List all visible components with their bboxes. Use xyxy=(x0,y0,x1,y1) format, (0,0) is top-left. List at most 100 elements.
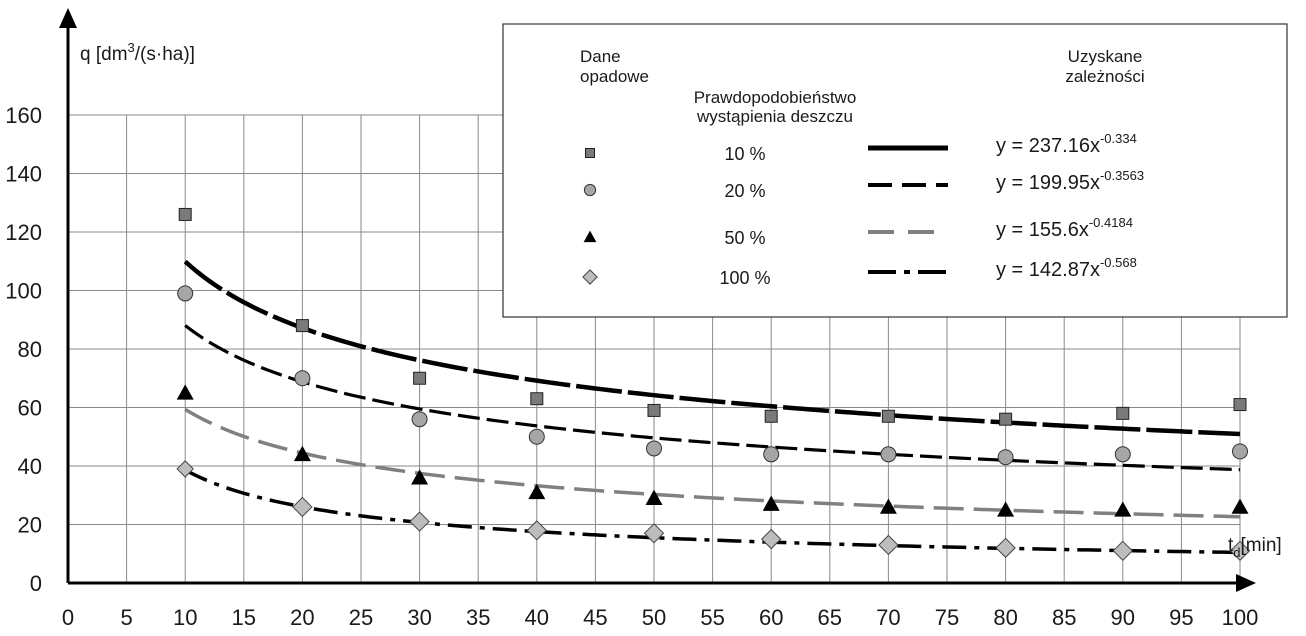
x-tick-label-65: 65 xyxy=(818,605,842,630)
legend-marker-50pct xyxy=(583,230,597,243)
legend-marker-100pct xyxy=(582,269,598,285)
data-point-20pct-100 xyxy=(1232,443,1248,460)
legend-heading-prob-2: wystąpienia deszczu xyxy=(696,107,853,126)
data-point-10pct-100 xyxy=(1233,398,1247,412)
x-tick-label-60: 60 xyxy=(759,605,783,630)
legend-equation-exp-50pct: -0.4184 xyxy=(1089,215,1133,230)
data-markers xyxy=(176,207,1251,562)
y-tick-label-20: 20 xyxy=(18,513,42,538)
fit-curve-50pct xyxy=(184,407,1241,519)
legend-label-10pct: 10 % xyxy=(724,144,765,164)
legend-equation-20pct: y = 199.95x-0.3563 xyxy=(996,168,1144,194)
legend-rows: 10 % y = 237.16x-0.334 20 % y = 199.95x-0.3… xyxy=(582,131,1144,288)
y-tick-label-0: 0 xyxy=(30,571,42,596)
data-point-100pct-80 xyxy=(995,537,1016,559)
legend-heading-fit-2: zależności xyxy=(1065,67,1144,86)
y-axis-label-sup: 3 xyxy=(128,40,135,55)
x-tick-label-40: 40 xyxy=(525,605,549,630)
x-tick-label-70: 70 xyxy=(876,605,900,630)
legend-heading-prob-1: Prawdopodobieństwo xyxy=(694,88,857,107)
legend-label-100pct: 100 % xyxy=(719,268,770,288)
x-tick-label-20: 20 xyxy=(290,605,314,630)
data-point-100pct-60 xyxy=(760,528,782,550)
x-tick-label-90: 90 xyxy=(1111,605,1135,630)
data-point-10pct-20 xyxy=(295,319,309,333)
data-point-50pct-40 xyxy=(528,483,546,500)
data-point-100pct-50 xyxy=(643,523,665,544)
x-axis-label-sub: d xyxy=(1233,545,1240,560)
y-tick-label-120: 120 xyxy=(5,220,42,245)
y-axis-label-main: q [dm xyxy=(80,44,128,65)
data-point-20pct-30 xyxy=(411,411,428,428)
legend-equation-exp-20pct: -0.3563 xyxy=(1100,168,1144,183)
data-point-10pct-10 xyxy=(178,207,192,221)
y-axis-label-rest: /(s·ha)] xyxy=(135,44,195,65)
legend-heading-data-2: opadowe xyxy=(580,67,649,86)
data-point-10pct-80 xyxy=(999,412,1013,426)
y-tick-label-160: 160 xyxy=(5,103,42,128)
x-tick-label-25: 25 xyxy=(349,605,373,630)
x-tick-label-100: 100 xyxy=(1222,605,1259,630)
x-tick-label-75: 75 xyxy=(935,605,959,630)
x-tick-label-80: 80 xyxy=(993,605,1017,630)
fit-curve-100pct xyxy=(184,468,1241,555)
data-point-50pct-70 xyxy=(879,498,897,514)
data-point-50pct-100 xyxy=(1231,498,1249,514)
legend-label-50pct: 50 % xyxy=(724,228,765,248)
x-tick-label-55: 55 xyxy=(700,605,724,630)
data-point-20pct-10 xyxy=(177,285,194,302)
data-point-50pct-20 xyxy=(293,445,311,462)
data-point-100pct-40 xyxy=(526,520,548,541)
legend-equation-base-20pct: y = 199.95x xyxy=(996,172,1100,194)
x-tick-label-85: 85 xyxy=(1052,605,1076,630)
legend-equation-exp-100pct: -0.568 xyxy=(1100,255,1137,270)
x-axis-label-main: t xyxy=(1228,535,1234,556)
x-tick-label-50: 50 xyxy=(642,605,666,630)
legend-box xyxy=(502,23,1288,318)
legend-heading-data-1: Dane xyxy=(580,47,621,66)
x-axis-label-rest: [min] xyxy=(1241,535,1282,556)
x-tick-label-5: 5 xyxy=(120,605,132,630)
x-tick-label-15: 15 xyxy=(232,605,256,630)
legend-equation-base-100pct: y = 142.87x xyxy=(996,259,1100,281)
data-point-20pct-90 xyxy=(1114,446,1131,463)
data-point-20pct-20 xyxy=(294,370,311,387)
y-tick-label-80: 80 xyxy=(18,337,42,362)
x-tick-label-10: 10 xyxy=(173,605,197,630)
data-point-10pct-50 xyxy=(647,403,661,417)
legend-label-20pct: 20 % xyxy=(724,181,765,201)
data-point-10pct-70 xyxy=(881,409,895,423)
data-point-100pct-90 xyxy=(1112,540,1134,562)
x-tick-label-95: 95 xyxy=(1169,605,1193,630)
data-point-10pct-60 xyxy=(764,409,778,423)
data-point-100pct-100 xyxy=(1229,540,1251,562)
y-tick-label-40: 40 xyxy=(18,454,42,479)
data-point-50pct-50 xyxy=(645,489,663,505)
data-point-20pct-70 xyxy=(880,446,897,463)
x-tick-label-45: 45 xyxy=(583,605,607,630)
fit-curves xyxy=(183,259,1241,555)
fit-curve-20pct xyxy=(184,324,1241,472)
legend-equation-exp-10pct: -0.334 xyxy=(1100,131,1137,146)
x-tick-label-0: 0 xyxy=(62,605,74,630)
legend-marker-10pct xyxy=(585,148,595,158)
legend-equation-base-50pct: y = 155.6x xyxy=(996,219,1089,241)
data-point-20pct-40 xyxy=(528,428,545,445)
legend-equation-base-10pct: y = 237.16x xyxy=(996,135,1100,157)
x-tick-label-35: 35 xyxy=(466,605,490,630)
data-point-20pct-50 xyxy=(646,440,662,457)
data-point-100pct-30 xyxy=(409,511,430,532)
x-tick-label-30: 30 xyxy=(407,605,431,630)
legend-equation-100pct: y = 142.87x-0.568 xyxy=(996,255,1137,281)
legend: Dane opadowe Prawdopodobieństwo wystąpie… xyxy=(502,23,1288,318)
data-point-20pct-60 xyxy=(763,446,780,463)
data-point-50pct-10 xyxy=(176,384,194,400)
tick-labels: 0 5 10 15 20 25 30 35 40 45 50 55 60 65 70 75 80 85 90 95 10… xyxy=(5,103,1258,630)
data-point-50pct-60 xyxy=(762,495,780,511)
data-point-10pct-40 xyxy=(530,392,544,406)
data-point-100pct-20 xyxy=(292,496,313,518)
y-tick-label-100: 100 xyxy=(5,279,42,304)
data-point-10pct-30 xyxy=(413,371,427,385)
y-tick-label-60: 60 xyxy=(18,396,42,421)
legend-marker-20pct xyxy=(583,183,597,197)
